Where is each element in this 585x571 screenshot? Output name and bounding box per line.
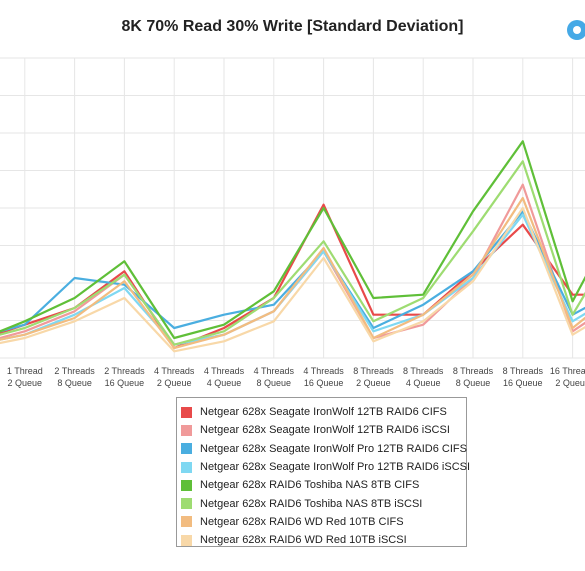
x-tick-label: 4 Threads [254, 366, 295, 376]
x-tick-label: 8 Threads [353, 366, 394, 376]
x-tick-label: 8 Queue [57, 378, 92, 388]
legend-label: Netgear 628x RAID6 WD Red 10TB CIFS [200, 515, 404, 528]
x-tick-label: 2 Queue [157, 378, 192, 388]
x-tick-label: 4 Threads [303, 366, 344, 376]
x-tick-label: 4 Queue [406, 378, 441, 388]
x-tick-label: 2 Queue [555, 378, 585, 388]
legend-item[interactable]: Netgear 628x RAID6 WD Red 10TB CIFS [181, 513, 466, 531]
chart-legend: Netgear 628x Seagate IronWolf 12TB RAID6… [176, 397, 470, 549]
legend-item[interactable]: Netgear 628x RAID6 Toshiba NAS 8TB CIFS [181, 476, 466, 494]
x-tick-label: 8 Threads [453, 366, 494, 376]
x-tick-label: 4 Threads [154, 366, 195, 376]
legend-swatch [181, 516, 192, 528]
legend-swatch [181, 534, 192, 546]
x-tick-label: 1 Thread [7, 366, 43, 376]
legend-label: Netgear 628x Seagate IronWolf 12TB RAID6… [200, 424, 450, 437]
series-line [0, 140, 585, 340]
legend-item[interactable]: Netgear 628x Seagate IronWolf 12TB RAID6… [181, 403, 466, 421]
chart-title: 8K 70% Read 30% Write [Standard Deviatio… [121, 18, 464, 35]
x-tick-label: 2 Threads [104, 366, 145, 376]
legend-swatch [181, 424, 192, 436]
x-tick-label: 16 Queue [304, 378, 344, 388]
x-tick-label: 8 Queue [456, 378, 491, 388]
legend-label: Netgear 628x Seagate IronWolf 12TB RAID6… [200, 406, 447, 419]
legend-label: Netgear 628x RAID6 Toshiba NAS 8TB iSCSI [200, 497, 423, 510]
legend-item[interactable]: Netgear 628x RAID6 WD Red 10TB iSCSI [181, 531, 466, 549]
x-tick-label: 16 Queue [105, 378, 145, 388]
series-lines [0, 140, 585, 353]
legend-item[interactable]: Netgear 628x Seagate IronWolf Pro 12TB R… [181, 440, 467, 458]
x-tick-label: 2 Threads [54, 366, 95, 376]
legend-swatch [181, 443, 192, 455]
series-line [0, 196, 585, 350]
x-tick-label: 16 Queue [503, 378, 543, 388]
x-tick-label: 8 Queue [257, 378, 292, 388]
legend-swatch [181, 461, 192, 473]
legend-item[interactable]: Netgear 628x RAID6 Toshiba NAS 8TB iSCSI [181, 494, 466, 512]
x-tick-label: 2 Queue [8, 378, 43, 388]
legend-swatch [181, 498, 192, 510]
legend-item[interactable]: Netgear 628x Seagate IronWolf 12TB RAID6… [181, 421, 466, 439]
series-line [0, 160, 585, 346]
x-tick-label: 8 Threads [503, 366, 544, 376]
legend-swatch [181, 406, 192, 418]
x-tick-label: 8 Threads [403, 366, 444, 376]
legend-label: Netgear 628x RAID6 WD Red 10TB iSCSI [200, 534, 407, 547]
x-tick-label: 2 Queue [356, 378, 391, 388]
x-tick-label: 4 Queue [207, 378, 242, 388]
legend-item[interactable]: Netgear 628x Seagate IronWolf Pro 12TB R… [181, 458, 470, 476]
legend-label: Netgear 628x Seagate IronWolf Pro 12TB R… [200, 461, 471, 474]
legend-label: Netgear 628x RAID6 Toshiba NAS 8TB CIFS [200, 479, 420, 492]
x-tick-label: 4 Threads [204, 366, 245, 376]
x-tick-label: 16 Threads [550, 366, 585, 376]
series-line [0, 206, 585, 353]
legend-swatch [181, 479, 192, 491]
chart-grid [0, 57, 585, 359]
info-icon[interactable] [567, 20, 585, 40]
legend-label: Netgear 628x Seagate IronWolf Pro 12TB R… [200, 442, 467, 455]
